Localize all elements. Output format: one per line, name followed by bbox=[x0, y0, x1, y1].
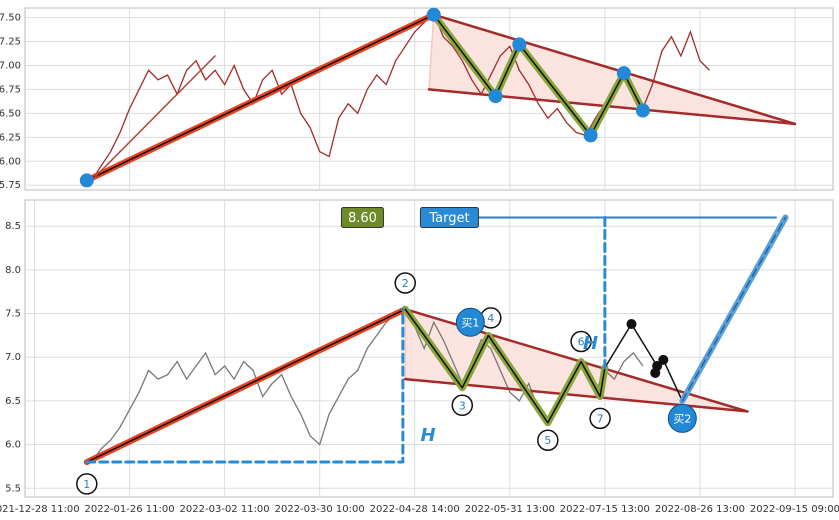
y-tick-label: 6.25 bbox=[0, 132, 21, 143]
wave-label: 7 bbox=[597, 412, 604, 425]
pivot-dot bbox=[512, 37, 527, 52]
wave-label: 5 bbox=[544, 434, 551, 447]
y-tick-label: 8.5 bbox=[5, 221, 21, 232]
pivot-dot bbox=[650, 367, 661, 378]
wave-label: 2 bbox=[402, 277, 409, 290]
y-tick-label: 6.5 bbox=[5, 396, 21, 407]
y-tick-label: 7.50 bbox=[0, 13, 21, 24]
wave-circle bbox=[394, 272, 416, 294]
wave-label: 1 bbox=[83, 478, 90, 491]
pivot-dot bbox=[79, 173, 94, 188]
x-tick-label: 2022-01-26 11:00 bbox=[85, 504, 175, 515]
buy-marker bbox=[455, 307, 485, 337]
pivot-dot bbox=[626, 319, 637, 330]
y-tick-label: 6.0 bbox=[5, 440, 21, 451]
top-panel-frame bbox=[24, 7, 834, 191]
pivot-dot bbox=[426, 7, 441, 22]
buy-label: 买2 bbox=[673, 412, 691, 425]
overlay-line bbox=[86, 308, 406, 463]
overlay-line bbox=[404, 308, 606, 424]
overlay-line bbox=[90, 55, 216, 182]
x-tick-label: 2022-09-15 09:00 bbox=[750, 504, 839, 515]
x-tick-label: 2022-03-30 10:00 bbox=[275, 504, 365, 515]
wave-circle bbox=[589, 407, 611, 430]
overlay-line bbox=[86, 13, 435, 182]
label-box bbox=[419, 206, 479, 228]
buy-label: 买1 bbox=[461, 316, 479, 329]
box-label: Target bbox=[428, 211, 469, 226]
pivot-dot bbox=[616, 66, 631, 81]
height-label: H bbox=[583, 333, 598, 354]
wave-circle bbox=[570, 330, 592, 353]
wave-circle bbox=[76, 473, 98, 495]
x-tick-label: 2022-07-15 13:00 bbox=[560, 504, 650, 515]
bottom-panel-frame bbox=[24, 199, 834, 498]
wave-label: 4 bbox=[487, 312, 494, 325]
x-tick-label: 2021-12-28 11:00 bbox=[0, 504, 80, 515]
x-tick-label: 2022-04-28 14:00 bbox=[370, 504, 460, 515]
y-tick-label: 5.75 bbox=[0, 180, 21, 191]
height-label: H bbox=[421, 425, 436, 446]
y-tick-label: 7.25 bbox=[0, 37, 21, 48]
overlay-line bbox=[85, 307, 405, 464]
x-tick-label: 2022-05-31 13:00 bbox=[465, 504, 555, 515]
y-tick-label: 7.5 bbox=[5, 309, 21, 320]
wave-label: 3 bbox=[459, 399, 466, 412]
overlay-line bbox=[432, 13, 797, 126]
pivot-dot bbox=[658, 354, 669, 365]
y-tick-label: 7.0 bbox=[5, 352, 21, 363]
pivot-dot bbox=[635, 103, 650, 118]
pivot-dot bbox=[488, 89, 503, 104]
overlay-line bbox=[681, 216, 787, 402]
x-tick-label: 2022-08-26 13:00 bbox=[655, 504, 745, 515]
y-tick-label: 8.0 bbox=[5, 265, 21, 276]
pivot-dot bbox=[583, 128, 598, 143]
y-tick-label: 6.00 bbox=[0, 156, 21, 167]
y-tick-label: 6.75 bbox=[0, 84, 21, 95]
wave-circle bbox=[451, 394, 474, 417]
y-tick-label: 6.50 bbox=[0, 108, 21, 119]
y-tick-label: 5.5 bbox=[5, 483, 21, 494]
wave-label: 6 bbox=[578, 336, 585, 349]
box-label: 8.60 bbox=[348, 211, 377, 226]
wave-circle bbox=[537, 429, 559, 451]
y-tick-label: 7.00 bbox=[0, 60, 21, 71]
buy-marker bbox=[667, 403, 697, 433]
x-tick-label: 2022-03-02 11:00 bbox=[180, 504, 270, 515]
label-box bbox=[340, 206, 384, 228]
